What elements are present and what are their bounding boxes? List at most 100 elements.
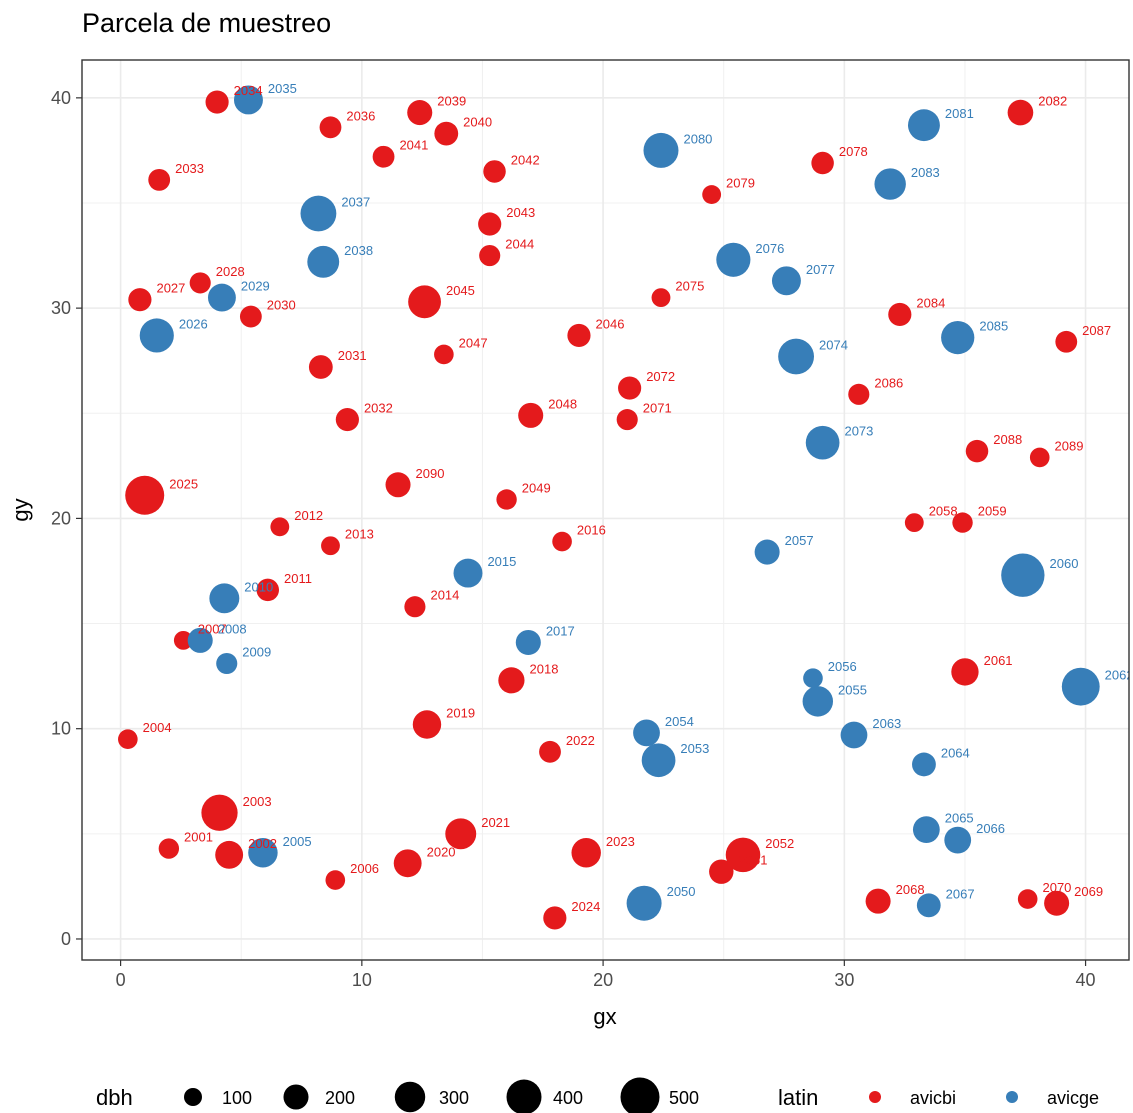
data-point-label: 2024 [571,899,600,914]
data-point [321,536,340,556]
data-point [633,719,660,747]
data-point-label: 2043 [506,205,535,220]
data-point-label: 2077 [806,262,835,277]
x-axis-title: gx [593,1004,616,1029]
data-point [205,90,229,114]
data-point [803,668,823,689]
data-point-label: 2041 [399,138,428,153]
data-point [539,740,561,763]
data-point-label: 2015 [487,554,516,569]
data-point [916,893,941,918]
data-point-label: 2056 [828,659,857,674]
data-point-label: 2001 [184,830,213,845]
size-legend-label: 500 [669,1088,699,1108]
data-point-label: 2019 [446,705,475,720]
data-point [941,320,975,355]
data-point [478,212,502,236]
data-point-label: 2014 [430,588,459,603]
data-point-label: 2039 [437,94,466,109]
data-point [1017,889,1038,909]
x-tick-label: 20 [593,970,613,990]
data-point [571,838,601,868]
data-point [626,885,662,921]
data-point [434,344,454,365]
data-point-label: 2079 [726,176,755,191]
data-point [209,583,240,614]
y-tick-label: 30 [51,298,71,318]
data-point-label: 2009 [242,645,271,660]
data-point-label: 2020 [427,844,456,859]
x-tick-label: 0 [116,970,126,990]
data-point-label: 2070 [1042,880,1071,895]
data-point [778,338,815,375]
data-point [643,132,679,168]
data-point-label: 2082 [1038,94,1067,109]
data-point [725,837,761,873]
data-point-label: 2060 [1050,556,1079,571]
data-point-label: 2031 [338,348,367,363]
data-point-label: 2085 [979,319,1008,334]
data-point-label: 2071 [643,401,672,416]
data-point [239,305,262,328]
data-point [125,475,165,515]
color-legend-key [1006,1091,1018,1103]
data-point [187,627,213,653]
data-point-label: 2086 [874,375,903,390]
data-point-label: 2081 [945,106,974,121]
data-point-label: 2040 [463,115,492,130]
data-point [709,859,734,884]
x-tick-label: 40 [1076,970,1096,990]
data-point [139,318,174,353]
data-point-label: 2055 [838,682,867,697]
data-point [965,439,989,463]
y-tick-label: 10 [51,719,71,739]
data-point [848,383,870,405]
data-point [319,116,342,139]
data-point [385,472,411,498]
size-legend-label: 200 [325,1088,355,1108]
data-point [407,100,433,126]
data-point [951,658,979,686]
data-point-label: 2059 [978,504,1007,519]
data-point-label: 2076 [755,241,784,256]
data-point [201,794,238,831]
data-point-label: 2037 [341,195,370,210]
data-point [618,376,642,400]
data-point-label: 2038 [344,243,373,258]
data-point-label: 2045 [446,283,475,298]
data-point [802,686,834,717]
data-point-label: 2088 [993,432,1022,447]
data-point-label: 2052 [765,836,794,851]
data-point [840,721,868,749]
size-legend-key [506,1079,542,1113]
data-point-label: 2010 [244,579,273,594]
data-point-label: 2090 [416,466,445,481]
size-legend-key [184,1088,202,1106]
data-point-label: 2083 [911,165,940,180]
data-point [173,630,193,650]
data-point-label: 2026 [179,316,208,331]
color-legend-label: avicbi [910,1088,956,1108]
size-legend-title: dbh [96,1085,133,1110]
data-point-label: 2087 [1082,323,1111,338]
data-point-label: 2007 [198,621,227,636]
data-point-label: 2008 [218,621,247,636]
data-point [754,539,780,565]
data-point [189,272,211,294]
data-point-label: 2017 [546,623,575,638]
y-tick-label: 0 [61,929,71,949]
data-point [483,160,506,183]
data-point-label: 2029 [241,279,270,294]
data-point [325,870,346,890]
data-point [308,355,333,379]
size-legend-key [394,1081,426,1113]
data-point-label: 2006 [350,861,379,876]
y-tick-label: 20 [51,508,71,528]
data-point-label: 2002 [248,836,277,851]
data-point-label: 2005 [283,834,312,849]
data-point [912,752,936,777]
data-point-label: 2080 [683,131,712,146]
data-point [952,512,973,533]
data-point [811,151,834,175]
